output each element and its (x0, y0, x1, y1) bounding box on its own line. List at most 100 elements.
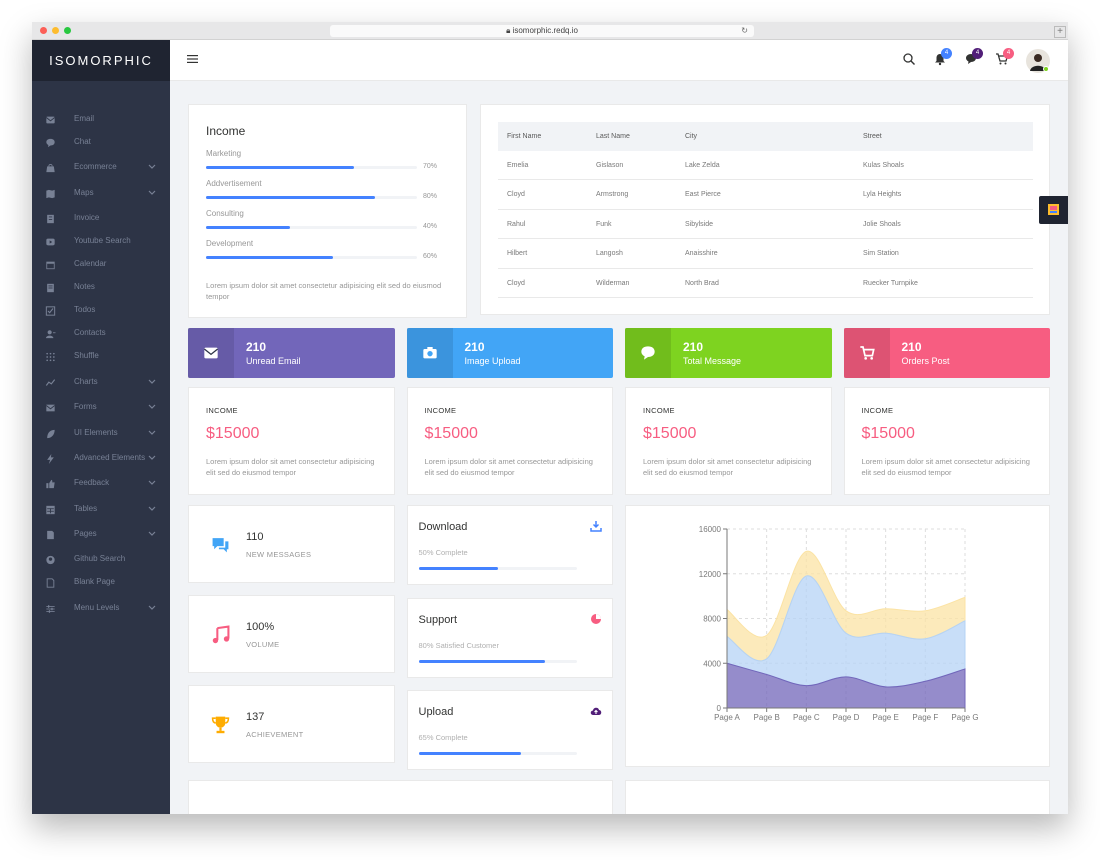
pie-icon[interactable] (590, 613, 602, 625)
download-icon[interactable] (589, 520, 602, 532)
table-row[interactable] (498, 180, 1033, 210)
sidebar-item[interactable]: Menu Levels (32, 600, 170, 618)
sidebar-item[interactable]: Calendar (32, 256, 170, 274)
maximize-window-button[interactable] (64, 27, 71, 34)
table-header-cell[interactable]: Last Name (596, 133, 630, 140)
reload-icon[interactable]: ↻ (741, 26, 748, 35)
sticker-icon-area (406, 328, 453, 378)
sidebar-item-label: Maps (74, 188, 94, 197)
sticker-widget[interactable]: 210 Unread Email (188, 328, 395, 378)
table-cell: Sibylside (685, 220, 714, 228)
income-bar-label: Marketing (206, 149, 242, 158)
lock-icon: 🔒︎ (506, 26, 511, 35)
sidebar-item[interactable]: Chat (32, 134, 170, 152)
grid-icon (46, 352, 55, 362)
paint-icon (1048, 204, 1059, 215)
cart-badge: 4 (1003, 48, 1014, 59)
stat-widget-label: NEW MESSAGES (246, 550, 312, 559)
sliders-icon (46, 605, 55, 613)
sidebar-item-label: Blank Page (74, 577, 115, 586)
income-bar-percent: 60% (423, 253, 438, 260)
sticker-widget[interactable]: 210 Orders Post (843, 328, 1050, 378)
sidebar-item[interactable]: Invoice (32, 210, 170, 228)
close-window-button[interactable] (40, 27, 47, 34)
sticker-number: 210 (464, 340, 485, 354)
address-bar-url: isomorphic.redq.io (512, 26, 578, 35)
chart-icon (45, 379, 56, 386)
chevron-down-icon (148, 455, 156, 460)
progress-widget-track (418, 567, 577, 570)
sidebar-item[interactable]: Advanced Elements (32, 450, 170, 468)
sidebar-item-label: Calendar (74, 259, 107, 268)
sticker-widget[interactable]: 210 Total Message (625, 328, 832, 378)
sidebar-item-label: Charts (74, 377, 98, 386)
music-icon (212, 625, 230, 644)
table-cell: Gislason (596, 162, 624, 169)
sidebar-item[interactable]: Pages (32, 526, 170, 544)
sidebar-item[interactable]: Feedback (32, 475, 170, 493)
table-header (498, 122, 1033, 151)
sticker-widget[interactable]: 210 Image Upload (406, 328, 613, 378)
stat-widget-label: ACHIEVEMENT (246, 730, 304, 739)
sidebar-item[interactable]: Notes (32, 279, 170, 297)
chat-icon (641, 346, 655, 360)
progress-widget-subtitle: 50% Complete (418, 548, 468, 557)
sidebar-item-label: Tables (74, 504, 98, 513)
table-row[interactable] (498, 151, 1033, 181)
sidebar-item[interactable]: Contacts (32, 325, 170, 343)
progress-widget-fill (418, 659, 545, 663)
mail-icon (203, 347, 219, 359)
progress-widget: Download 50% Complete (406, 505, 613, 585)
new-tab-button[interactable]: + (1054, 26, 1066, 38)
sidebar-item[interactable]: Forms (32, 399, 170, 417)
sidebar-item[interactable]: Email (32, 111, 170, 129)
theme-switcher-button[interactable] (1039, 196, 1068, 224)
sidebar-item[interactable]: Shuffle (32, 348, 170, 366)
progress-widget-fill (418, 752, 522, 755)
sidebar-item[interactable]: Tables (32, 501, 170, 519)
youtube-icon (46, 238, 55, 246)
table-cell: Lyla Heights (863, 191, 902, 199)
area-series-1[interactable] (726, 662, 966, 709)
sticker-icon-area (843, 328, 890, 378)
search-icon[interactable] (902, 52, 916, 66)
sidebar-item[interactable]: Maps (32, 185, 170, 203)
blank-page-icon (46, 578, 55, 588)
sidebar-item[interactable]: Ecommerce (32, 159, 170, 177)
sidebar-item[interactable]: UI Elements (32, 425, 170, 443)
minimize-window-button[interactable] (52, 27, 59, 34)
table-header-cell[interactable]: First Name (507, 133, 542, 140)
chevron-down-icon (148, 531, 156, 536)
sidebar-item-label: Email (74, 114, 95, 123)
sidebar-item-label: Pages (74, 529, 97, 538)
sidebar-item[interactable]: Todos (32, 302, 170, 320)
table-header-cell[interactable]: City (685, 133, 698, 140)
address-bar[interactable]: 🔒︎ isomorphic.redq.io ↻ (330, 25, 754, 37)
sticker-icon-area (188, 328, 234, 378)
table-cell: East Pierce (685, 191, 721, 199)
user-avatar[interactable] (1026, 49, 1050, 73)
sidebar-item[interactable]: Charts (32, 374, 170, 392)
sidebar-item-label: Todos (74, 305, 96, 314)
cart-icon (859, 346, 875, 360)
table-row[interactable] (498, 269, 1033, 298)
progress-widget-subtitle: 80% Satisfied Customer (418, 640, 499, 650)
stat-widget-number: 110 (246, 531, 264, 543)
sidebar-item[interactable]: Github Search (32, 551, 170, 569)
app-logo[interactable]: ISOMORPHIC (32, 40, 170, 81)
table-row[interactable] (498, 239, 1033, 269)
progress-widget-title: Download (418, 521, 468, 533)
leaf-icon (47, 429, 55, 439)
income-title: Income (206, 124, 246, 138)
sidebar-item-label: Chat (74, 137, 91, 146)
progress-widget: Upload 65% Complete (406, 690, 613, 770)
sticker-number: 210 (901, 340, 922, 354)
table-row[interactable] (498, 210, 1033, 240)
chevron-down-icon (148, 404, 156, 409)
menu-toggle-icon[interactable] (186, 52, 200, 66)
table-cell: Emelia (507, 162, 529, 169)
sidebar-item[interactable]: Youtube Search (32, 233, 170, 251)
cloud-upload-icon[interactable] (590, 705, 602, 717)
table-header-cell[interactable]: Street (863, 133, 882, 140)
sidebar-item[interactable]: Blank Page (32, 574, 170, 592)
